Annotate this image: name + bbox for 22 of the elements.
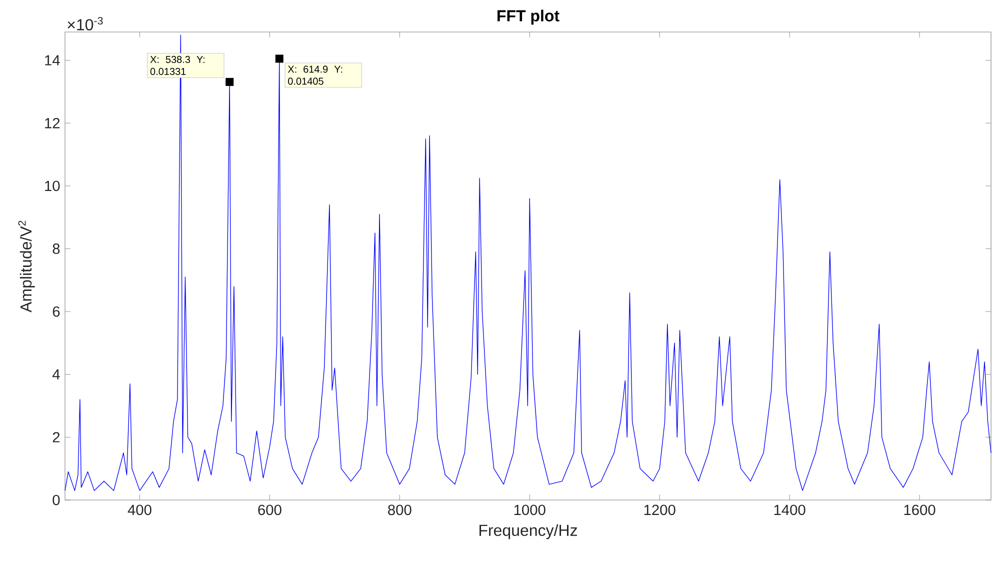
y-tick-label: 10 xyxy=(45,180,60,192)
x-axis-title: Frequency/Hz xyxy=(480,524,577,540)
x-tick-label: 1200 xyxy=(644,504,676,516)
y-axis-title: Amplitude/V$^{2}$ xyxy=(18,220,35,312)
x-tick-label: 800 xyxy=(388,504,412,516)
chart-title: FFT plot xyxy=(498,10,560,25)
y-tick-label: 6 xyxy=(52,306,60,317)
annotation: X: 538.3 Y: 0.01331 xyxy=(150,56,204,76)
y-tick-label: 8 xyxy=(52,244,60,254)
x-tick-label: 1400 xyxy=(774,504,806,516)
line-series xyxy=(64,34,992,491)
x-tick-label: 600 xyxy=(258,504,282,516)
y-tick-label: 12 xyxy=(45,118,60,128)
x-tick-label: 1600 xyxy=(904,504,936,516)
y-tick-label: 4 xyxy=(52,369,60,380)
text: ×10$^{-3}$ xyxy=(68,16,103,30)
y-tick-label: 2 xyxy=(52,432,60,442)
y-tick-label: 0 xyxy=(52,494,60,506)
y-tick-label: 14 xyxy=(45,55,60,66)
annotation: X: 614.9 Y: 0.01405 xyxy=(288,66,342,85)
x-tick-label: 400 xyxy=(128,504,152,516)
x-tick-label: 1000 xyxy=(514,504,546,516)
